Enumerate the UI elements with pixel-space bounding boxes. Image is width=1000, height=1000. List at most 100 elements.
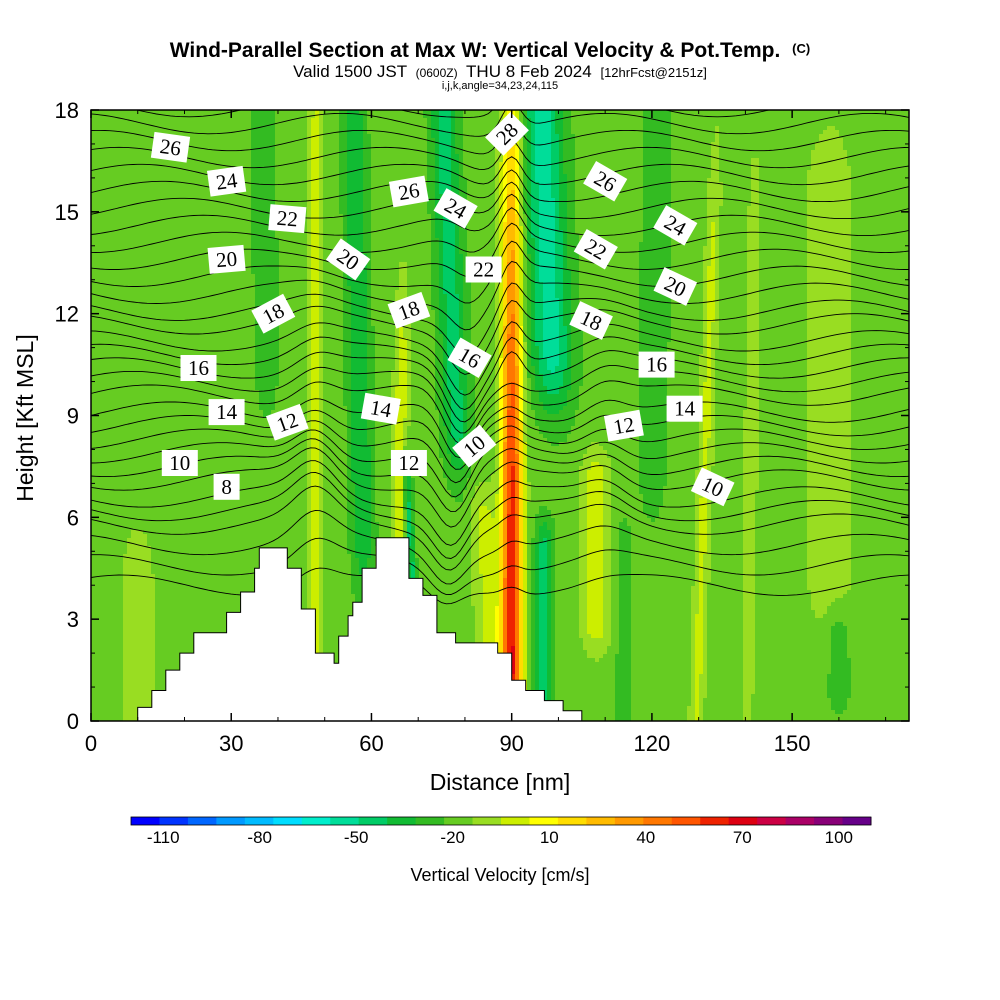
velocity-cell [659, 126, 664, 131]
velocity-cell [615, 118, 620, 123]
velocity-cell [783, 198, 788, 203]
velocity-cell [363, 110, 368, 115]
velocity-cell [519, 202, 524, 207]
velocity-cell [743, 158, 748, 163]
velocity-cell [227, 134, 232, 139]
velocity-cell [895, 150, 900, 155]
velocity-cell [755, 182, 760, 187]
velocity-cell [783, 114, 788, 119]
velocity-cell [675, 190, 680, 195]
velocity-cell [427, 154, 432, 159]
velocity-cell [791, 198, 796, 203]
velocity-cell [623, 162, 628, 167]
velocity-cell [151, 162, 156, 167]
velocity-cell [291, 134, 296, 139]
velocity-cell [567, 126, 572, 131]
velocity-cell [855, 194, 860, 199]
velocity-cell [887, 202, 892, 207]
velocity-cell [363, 174, 368, 179]
velocity-cell [815, 126, 820, 131]
velocity-cell [683, 146, 688, 151]
velocity-cell [767, 198, 772, 203]
velocity-cell [323, 122, 328, 127]
velocity-cell [731, 142, 736, 147]
velocity-cell [287, 190, 292, 195]
velocity-cell [595, 138, 600, 143]
velocity-cell [867, 166, 872, 171]
velocity-cell [647, 198, 652, 203]
velocity-cell [311, 118, 316, 123]
velocity-cell [727, 118, 732, 123]
velocity-cell [795, 158, 800, 163]
velocity-cell [387, 174, 392, 179]
velocity-cell [355, 142, 360, 147]
velocity-cell [315, 202, 320, 207]
velocity-cell [863, 110, 868, 115]
velocity-cell [487, 186, 492, 191]
velocity-cell [671, 182, 676, 187]
velocity-cell [643, 174, 648, 179]
velocity-cell [711, 178, 716, 183]
velocity-cell [643, 138, 648, 143]
velocity-cell [555, 166, 560, 171]
velocity-cell [135, 150, 140, 155]
velocity-cell [175, 182, 180, 187]
velocity-cell [347, 162, 352, 167]
velocity-cell [443, 174, 448, 179]
velocity-cell [623, 194, 628, 199]
velocity-cell [455, 174, 460, 179]
velocity-cell [227, 162, 232, 167]
velocity-cell [467, 146, 472, 151]
velocity-cell [167, 110, 172, 115]
velocity-cell [451, 162, 456, 167]
velocity-cell [683, 110, 688, 115]
velocity-cell [479, 202, 484, 207]
velocity-cell [859, 166, 864, 171]
velocity-cell [807, 130, 812, 135]
velocity-cell [331, 194, 336, 199]
velocity-cell [547, 142, 552, 147]
velocity-cell [667, 158, 672, 163]
velocity-cell [471, 150, 476, 155]
velocity-cell [595, 118, 600, 123]
velocity-cell [539, 186, 544, 191]
velocity-cell [251, 162, 256, 167]
velocity-cell [699, 158, 704, 163]
velocity-cell [371, 134, 376, 139]
velocity-cell [291, 130, 296, 135]
velocity-cell [867, 118, 872, 123]
velocity-cell [419, 134, 424, 139]
velocity-cell [231, 150, 236, 155]
velocity-cell [523, 190, 528, 195]
velocity-cell [123, 194, 128, 199]
velocity-cell [775, 154, 780, 159]
velocity-cell [107, 134, 112, 139]
velocity-cell [195, 110, 200, 115]
velocity-cell [871, 162, 876, 167]
velocity-cell [631, 178, 636, 183]
velocity-cell [363, 118, 368, 123]
velocity-cell [871, 198, 876, 203]
velocity-cell [887, 174, 892, 179]
velocity-cell [283, 154, 288, 159]
velocity-cell [119, 126, 124, 131]
velocity-cell [231, 118, 236, 123]
velocity-cell [251, 138, 256, 143]
velocity-cell [779, 170, 784, 175]
velocity-cell [583, 146, 588, 151]
velocity-cell [227, 206, 232, 211]
velocity-cell [379, 146, 384, 151]
velocity-cell [367, 118, 372, 123]
velocity-cell [211, 146, 216, 151]
velocity-cell [619, 134, 624, 139]
velocity-cell [115, 154, 120, 159]
velocity-cell [351, 182, 356, 187]
velocity-cell [755, 122, 760, 127]
velocity-cell [103, 110, 108, 115]
velocity-cell [883, 150, 888, 155]
velocity-cell [351, 202, 356, 207]
velocity-cell [271, 138, 276, 143]
velocity-cell [679, 178, 684, 183]
velocity-cell [111, 150, 116, 155]
velocity-cell [131, 174, 136, 179]
